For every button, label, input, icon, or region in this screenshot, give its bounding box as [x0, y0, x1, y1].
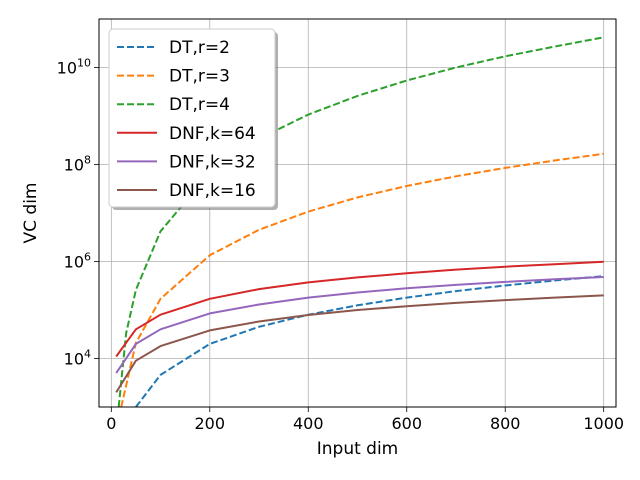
x-axis-label: Input dim: [317, 439, 399, 459]
legend-entry-label: DNF,k=64: [169, 124, 256, 144]
x-tick-label: 0: [106, 414, 116, 433]
series-lines: [115, 36, 604, 407]
y-tick-exponent: 8: [84, 154, 91, 167]
y-tick-exponent: 10: [77, 57, 91, 70]
series-line: [135, 275, 604, 407]
x-tick-label: 200: [195, 414, 226, 433]
plot-frame: [98, 18, 617, 408]
legend-box: [108, 28, 276, 208]
x-tick-label: 1000: [583, 414, 624, 433]
y-axis-label: VC dim: [21, 183, 41, 244]
y-tick-base: 10: [64, 253, 84, 272]
legend-entry-label: DT,r=3: [169, 67, 230, 87]
legend-entry-label: DT,r=4: [169, 95, 230, 115]
legend-entry-label: DNF,k=16: [169, 181, 256, 201]
legend: DT,r=2 DT,r=3 DT,r=4 DNF,k=64 DNF,k=32 DNF,k=…: [108, 28, 278, 210]
x-tick-label: 600: [391, 414, 422, 433]
y-tick-label: 104: [64, 348, 91, 369]
x-tick-label: 800: [490, 414, 521, 433]
series-line: [120, 152, 604, 407]
series-line: [115, 294, 604, 393]
legend-entry-label: DT,r=2: [169, 38, 230, 58]
y-tick-base: 10: [64, 156, 84, 175]
series-line: [117, 36, 604, 407]
y-tick-exponent: 4: [84, 348, 91, 361]
y-tick-label: 108: [64, 154, 91, 175]
x-tick-label: 400: [293, 414, 324, 433]
y-tick-label: 106: [64, 251, 91, 272]
y-tick-exponent: 6: [84, 251, 91, 264]
y-tick-base: 10: [57, 59, 77, 78]
series-line: [115, 276, 604, 374]
y-tick-label: 1010: [57, 57, 91, 78]
series-line: [115, 260, 604, 358]
legend-entry-label: DNF,k=32: [169, 152, 256, 172]
y-tick-base: 10: [64, 350, 84, 369]
